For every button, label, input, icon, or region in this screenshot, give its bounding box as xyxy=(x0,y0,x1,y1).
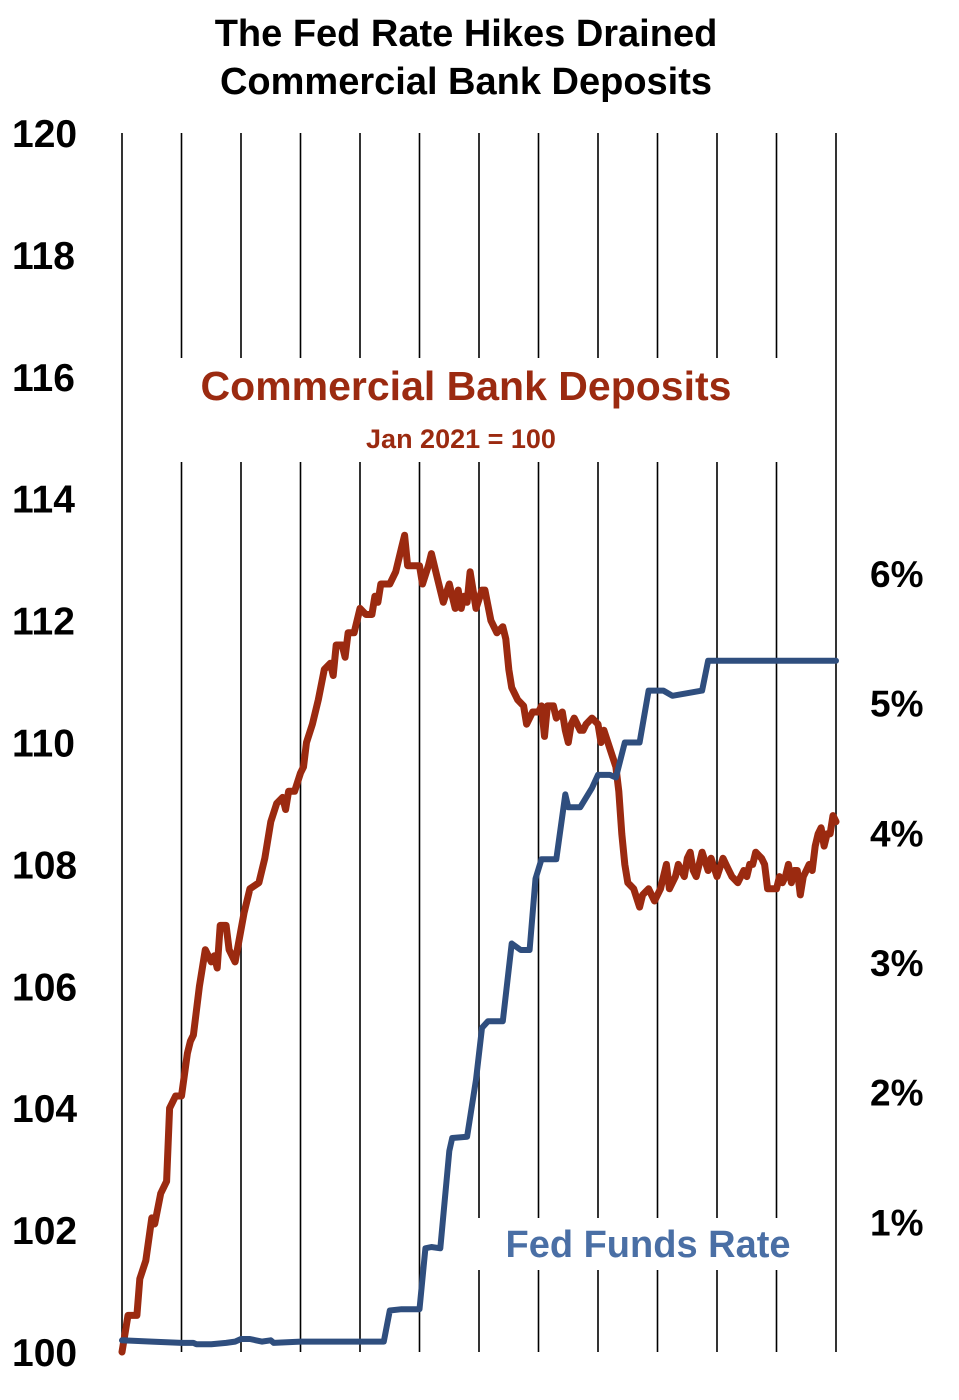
left-axis-tick-label: 114 xyxy=(12,479,75,522)
vertical-gridlines xyxy=(121,133,837,1352)
left-axis-tick-label: 100 xyxy=(12,1332,77,1375)
left-axis-tick-label: 108 xyxy=(12,844,77,887)
fed-label-background xyxy=(476,1218,820,1270)
right-axis-tick-label: 3% xyxy=(870,943,923,984)
fed-funds-series-line xyxy=(119,657,839,1348)
right-axis-tick-label: 2% xyxy=(870,1073,923,1114)
deposits-label-background xyxy=(138,358,798,462)
fed-funds-series-label: Fed Funds Rate xyxy=(505,1224,790,1266)
chart-title-line-1: The Fed Rate Hikes Drained xyxy=(215,13,718,55)
left-axis-tick-label: 104 xyxy=(12,1088,77,1131)
deposits-index-note: Jan 2021 = 100 xyxy=(366,424,556,454)
chart-title-line-2: Commercial Bank Deposits xyxy=(220,61,712,103)
left-axis-tick-label: 116 xyxy=(12,357,75,400)
left-axis-tick-label: 120 xyxy=(12,113,77,156)
right-axis-tick-label: 6% xyxy=(870,554,923,595)
left-axis-tick-label: 110 xyxy=(12,723,75,766)
left-axis-tick-label: 106 xyxy=(12,966,77,1009)
left-axis-tick-label: 112 xyxy=(12,601,75,644)
left-axis-tick-labels: 100 102 104 106 108 110 112 114 116 118 120 xyxy=(12,113,77,1375)
left-axis-tick-label: 118 xyxy=(12,235,75,278)
series-layer xyxy=(118,531,840,1356)
right-axis-tick-label: 4% xyxy=(870,813,923,854)
right-axis-tick-label: 5% xyxy=(870,684,923,725)
deposits-series-line xyxy=(118,531,840,1356)
deposits-series-label: Commercial Bank Deposits xyxy=(201,363,732,409)
right-axis-tick-labels: 1% 2% 3% 4% 5% 6% xyxy=(870,554,923,1243)
right-axis-tick-label: 1% xyxy=(870,1202,923,1243)
left-axis-tick-label: 102 xyxy=(12,1210,77,1253)
